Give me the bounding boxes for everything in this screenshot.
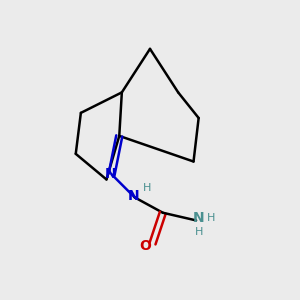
Text: O: O [139, 239, 151, 253]
Text: N: N [104, 167, 116, 181]
Text: N: N [128, 189, 139, 203]
Text: N: N [193, 211, 205, 225]
Text: H: H [207, 213, 216, 223]
Text: H: H [143, 183, 152, 194]
Text: H: H [194, 227, 203, 237]
